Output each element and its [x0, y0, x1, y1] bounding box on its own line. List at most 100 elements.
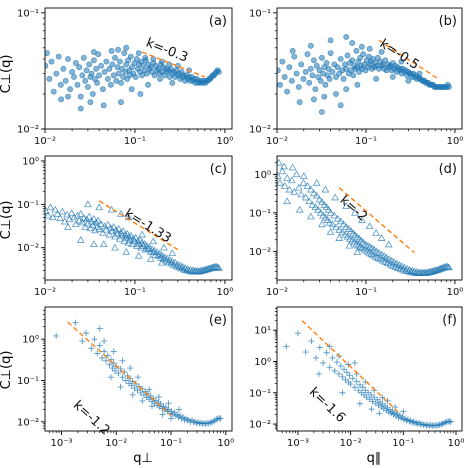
data-point [95, 203, 104, 211]
data-point [85, 212, 94, 220]
data-point [146, 386, 153, 393]
trend-line [301, 320, 399, 413]
data-point [60, 65, 67, 72]
data-point [354, 241, 363, 249]
data-point [88, 70, 95, 77]
data-point [294, 330, 301, 337]
data-point [168, 408, 175, 415]
data-point [323, 60, 330, 66]
y-axis-label-row2: C⊥(q) [0, 201, 14, 240]
data-point [316, 67, 323, 74]
data-point [318, 220, 326, 228]
data-point [313, 354, 320, 361]
data-point [359, 384, 366, 391]
data-point [303, 181, 312, 189]
data-point [439, 420, 446, 427]
panel-label: (e) [209, 313, 227, 328]
data-point [300, 76, 307, 82]
data-point [139, 397, 146, 404]
y-tick-label: 10⁰ [22, 335, 39, 346]
data-point [45, 50, 50, 56]
data-point [277, 81, 283, 88]
data-point [87, 99, 94, 106]
data-point [296, 99, 303, 106]
data-point [72, 60, 79, 66]
data-point [51, 205, 60, 213]
data-point [46, 203, 55, 211]
y-tick-label: 10⁻¹ [17, 200, 39, 211]
data-point [117, 209, 125, 217]
data-point [65, 56, 71, 62]
data-point [328, 220, 337, 228]
data-point [326, 364, 333, 371]
data-point [77, 105, 84, 112]
data-point [205, 420, 212, 427]
data-point [357, 54, 363, 61]
data-point [79, 338, 86, 345]
x-tick-label: 10⁻² [34, 136, 56, 147]
data-point [71, 220, 80, 227]
data-point [312, 191, 321, 199]
data-point [329, 69, 336, 75]
data-point [326, 208, 335, 216]
data-point [53, 332, 60, 339]
data-point [327, 50, 334, 56]
data-point [356, 400, 363, 407]
data-point [343, 34, 350, 40]
data-point [335, 234, 344, 241]
data-point [277, 67, 281, 74]
axes: 10⁻² 10⁻¹ 10⁰ 10⁻² 10⁻¹ [249, 7, 463, 147]
data-point [85, 84, 91, 90]
data-point [299, 178, 308, 186]
y-tick-label: 10⁻¹ [249, 208, 271, 219]
y-axis-label-row3: C⊥(q) [0, 351, 14, 390]
data-point [118, 79, 124, 86]
data-point [316, 208, 325, 216]
data-point [277, 178, 284, 186]
data-point [289, 48, 296, 54]
data-point [50, 88, 57, 95]
data-point [48, 58, 55, 65]
data-point [117, 383, 124, 390]
data-point [101, 69, 108, 75]
data-point [302, 349, 309, 356]
data-point [215, 69, 222, 75]
data-point [89, 91, 96, 97]
x-tick-label: 10⁻¹ [160, 438, 182, 449]
data-point [115, 46, 121, 53]
data-point [83, 67, 90, 74]
data-point [345, 241, 354, 249]
data-point [315, 195, 324, 203]
panel-label: (f) [442, 313, 457, 328]
data-point [122, 377, 129, 384]
data-point [94, 79, 100, 86]
data-point [325, 65, 332, 72]
data-point [82, 77, 89, 84]
data-point [105, 76, 111, 82]
data-point [331, 367, 338, 374]
data-point [118, 99, 124, 106]
data-point [321, 93, 328, 100]
data-point [195, 419, 202, 426]
data-point [313, 62, 320, 69]
data-point [127, 365, 134, 372]
data-point [160, 243, 168, 251]
data-point [309, 72, 316, 79]
data-point [67, 86, 73, 93]
data-point [335, 370, 342, 377]
data-point [103, 58, 110, 65]
data-point [342, 202, 351, 209]
data-point [405, 77, 412, 84]
data-point [91, 57, 97, 64]
data-point [306, 79, 313, 86]
data-point [213, 263, 222, 271]
panel-label: (a) [209, 14, 227, 29]
data-point [58, 96, 64, 103]
data-point [325, 218, 334, 226]
data-point [330, 211, 339, 219]
data-point [134, 387, 141, 394]
data-point [442, 419, 449, 426]
data-point [337, 56, 344, 62]
data-point [114, 224, 123, 232]
data-point [284, 88, 290, 95]
